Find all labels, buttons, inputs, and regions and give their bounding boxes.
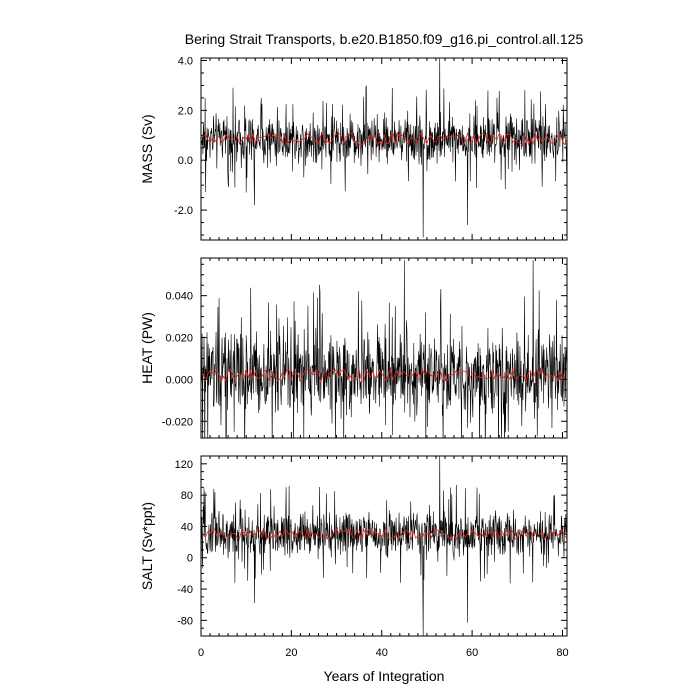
salt-y-tick-label: -80 [177, 615, 193, 627]
heat-y-tick-label: 0.020 [165, 333, 193, 345]
heat-y-tick-label: 0.040 [165, 291, 193, 303]
heat-panel: -0.020 0.000 0.020 0.040 HEAT (PW) [139, 257, 568, 439]
salt-panel: -80 -40 0 40 80 120 0 20 40 60 80 SALT (Sv*ppt) [139, 455, 569, 659]
mass-panel: -2.0 0.0 2.0 4.0 MASS (Sv) [139, 55, 568, 241]
mass-y-tick-label: -2.0 [174, 205, 193, 217]
mass-annual-mean-series [201, 131, 567, 147]
heat-y-axis-label: HEAT (PW) [139, 312, 155, 384]
salt-y-tick-label: 40 [181, 521, 193, 533]
salt-y-tick-label: -40 [177, 584, 193, 596]
salt-y-tick-label: 80 [181, 490, 193, 502]
heat-plot-frame [200, 257, 568, 439]
heat-annual-mean-series [201, 367, 567, 383]
salt-x-tick-label: 40 [376, 647, 388, 659]
heat-y-tick-label: -0.020 [162, 416, 193, 428]
mass-y-axis-label: MASS (Sv) [139, 114, 155, 183]
mass-monthly-series [201, 58, 567, 238]
salt-monthly-series [201, 456, 567, 636]
mass-y-tick-label: 4.0 [178, 55, 193, 67]
salt-y-tick-label: 120 [175, 459, 193, 471]
heat-y-tick-label: 0.000 [165, 374, 193, 386]
salt-plot-frame [200, 455, 568, 637]
salt-x-tick-label: 60 [466, 647, 478, 659]
salt-y-axis-label: SALT (Sv*ppt) [139, 502, 155, 590]
heat-monthly-series [201, 260, 567, 438]
salt-x-tick-label: 0 [198, 647, 204, 659]
salt-annual-mean-series [201, 527, 567, 541]
salt-x-tick-label: 80 [556, 647, 568, 659]
mass-plot-frame [200, 57, 568, 241]
x-axis-label: Years of Integration [324, 668, 445, 684]
salt-y-tick-label: 0 [187, 553, 193, 565]
chart-title: Bering Strait Transports, b.e20.B1850.f0… [185, 31, 584, 47]
mass-y-tick-label: 2.0 [178, 105, 193, 117]
salt-x-tick-label: 20 [285, 647, 297, 659]
mass-y-tick-label: 0.0 [178, 155, 193, 167]
